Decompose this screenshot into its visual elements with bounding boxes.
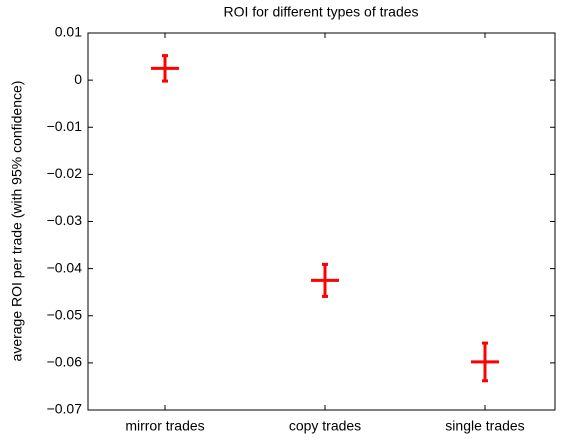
x-tick-label: single trades bbox=[445, 418, 524, 434]
y-tick-label: 0.01 bbox=[55, 24, 82, 40]
plot-box bbox=[87, 32, 556, 411]
y-tick-label: 0 bbox=[74, 71, 82, 87]
y-tick-label: −0.01 bbox=[47, 118, 83, 134]
y-axis-label: average ROI per trade (with 95% confiden… bbox=[9, 81, 25, 362]
y-tick-label: −0.05 bbox=[47, 306, 83, 322]
x-tick-label: copy trades bbox=[289, 418, 361, 434]
y-tick-label: −0.07 bbox=[47, 401, 83, 417]
y-tick-label: −0.02 bbox=[47, 165, 83, 181]
y-tick-label: −0.04 bbox=[47, 259, 83, 275]
x-tick-label: mirror trades bbox=[125, 418, 204, 434]
y-tick-label: −0.06 bbox=[47, 354, 83, 370]
chart-title: ROI for different types of trades bbox=[223, 4, 418, 20]
y-tick-label: −0.03 bbox=[47, 212, 83, 228]
